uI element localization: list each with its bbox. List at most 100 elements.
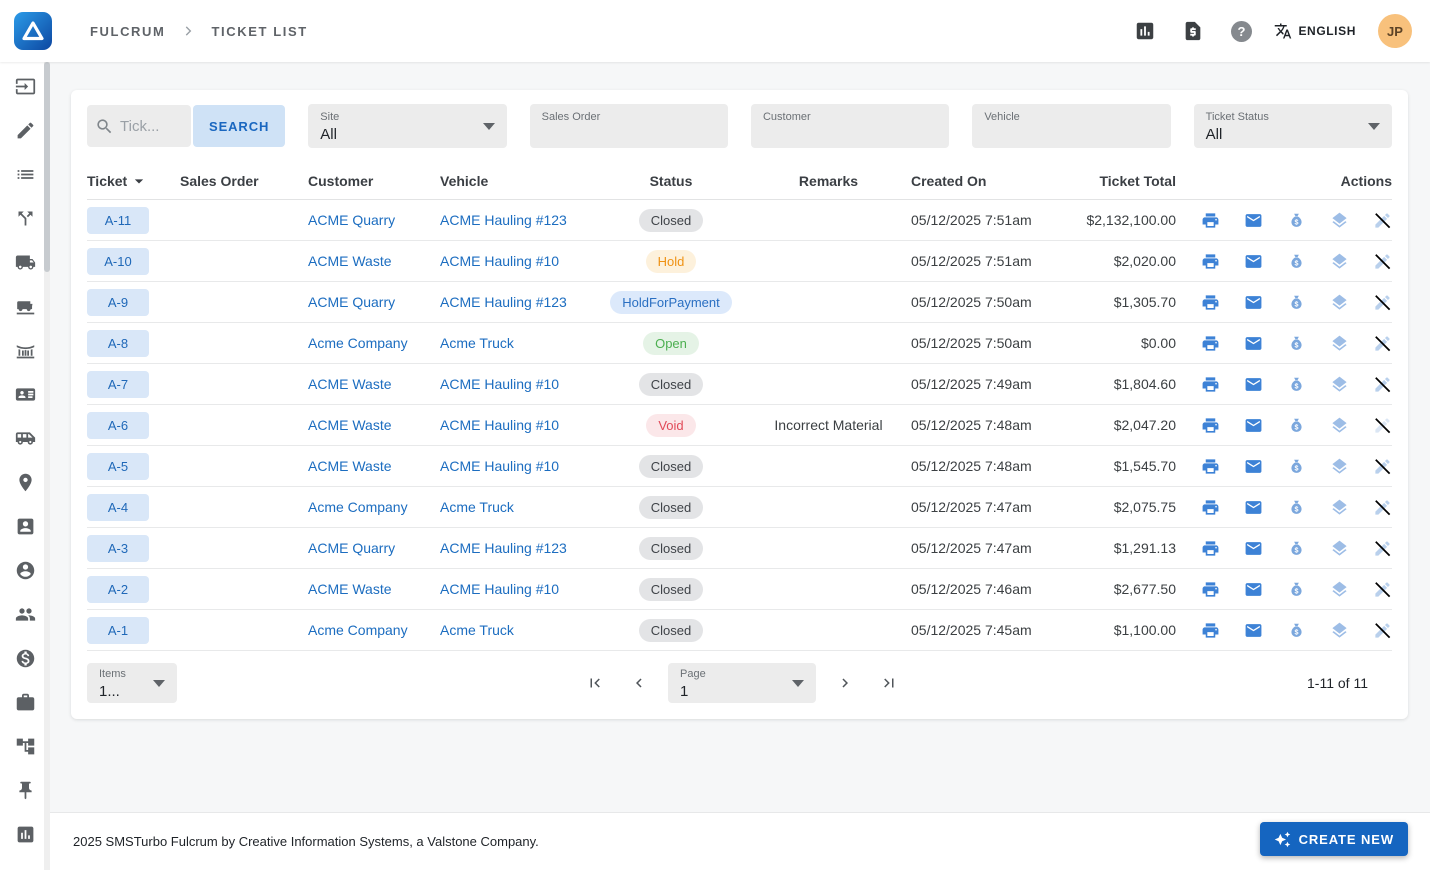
customer-link[interactable]: Acme Company [308,499,408,515]
sidebar-item-split-load[interactable] [3,196,47,240]
vehicle-link[interactable]: ACME Hauling #10 [440,581,560,597]
column-header-customer[interactable]: Customer [308,172,374,189]
void-ticket-button[interactable] [1372,374,1392,394]
sidebar-item-vehicles[interactable] [3,240,47,284]
customer-link[interactable]: ACME Waste [308,581,392,597]
app-logo[interactable] [14,12,52,50]
ticket-link[interactable]: A-1 [87,616,149,644]
sidebar-item-account[interactable] [3,548,47,592]
sidebar-item-reports[interactable] [3,812,47,856]
vehicle-link[interactable]: Acme Truck [440,335,514,351]
email-ticket-button[interactable] [1243,210,1263,230]
duplicate-ticket-button[interactable] [1329,456,1349,476]
breadcrumb-root[interactable]: FULCRUM [90,23,166,39]
email-ticket-button[interactable] [1243,620,1263,640]
customer-link[interactable]: Acme Company [308,622,408,638]
payment-button[interactable]: $ [1286,251,1306,271]
payment-button[interactable]: $ [1286,292,1306,312]
payment-button[interactable]: $ [1286,415,1306,435]
email-ticket-button[interactable] [1243,292,1263,312]
print-ticket-button[interactable] [1200,374,1220,394]
ticket-link[interactable]: A-6 [87,411,149,439]
void-ticket-button[interactable] [1372,415,1392,435]
sidebar-scrollbar[interactable] [44,62,50,870]
void-ticket-button[interactable] [1372,292,1392,312]
payment-button[interactable]: $ [1286,374,1306,394]
payment-button[interactable]: $ [1286,333,1306,353]
create-new-button[interactable]: CREATE NEW [1259,822,1408,856]
ticket-search-input[interactable]: Tick... [87,105,191,147]
ticket-link[interactable]: A-9 [87,288,149,316]
email-ticket-button[interactable] [1243,497,1263,517]
column-header-status[interactable]: Status [649,172,693,189]
customer-link[interactable]: ACME Waste [308,253,392,269]
column-header-remarks[interactable]: Remarks [798,172,859,189]
payment-button[interactable]: $ [1286,210,1306,230]
customer-link[interactable]: ACME Quarry [308,294,396,310]
vehicle-link[interactable]: ACME Hauling #123 [440,212,567,228]
duplicate-ticket-button[interactable] [1329,374,1349,394]
print-ticket-button[interactable] [1200,333,1220,353]
duplicate-ticket-button[interactable] [1329,415,1349,435]
ticket-link[interactable]: A-10 [87,247,149,275]
sidebar-item-weighbridge[interactable] [3,328,47,372]
void-ticket-button[interactable] [1372,333,1392,353]
print-ticket-button[interactable] [1200,538,1220,558]
email-ticket-button[interactable] [1243,333,1263,353]
ticket-link[interactable]: A-8 [87,329,149,357]
print-ticket-button[interactable] [1200,251,1220,271]
customer-filter-input[interactable]: Customer [750,104,950,148]
ticket-link[interactable]: A-2 [87,575,149,603]
payment-button[interactable]: $ [1286,579,1306,599]
language-button[interactable]: ENGLISH [1268,22,1362,40]
sidebar-item-drivers[interactable] [3,592,47,636]
duplicate-ticket-button[interactable] [1329,538,1349,558]
void-ticket-button[interactable] [1372,251,1392,271]
column-header-vehicle[interactable]: Vehicle [440,172,489,189]
payment-button[interactable]: $ [1286,620,1306,640]
customer-link[interactable]: ACME Waste [308,376,392,392]
cash-drawer-button[interactable] [1172,10,1214,52]
page-select[interactable]: Page 1 [668,663,816,703]
email-ticket-button[interactable] [1243,415,1263,435]
email-ticket-button[interactable] [1243,456,1263,476]
ticket-link[interactable]: A-4 [87,493,149,521]
vehicle-link[interactable]: ACME Hauling #123 [440,540,567,556]
vehicle-filter-input[interactable]: Vehicle [972,104,1171,148]
ticket-link[interactable]: A-5 [87,452,149,480]
vehicle-link[interactable]: Acme Truck [440,499,514,515]
customer-link[interactable]: ACME Waste [308,458,392,474]
customer-link[interactable]: Acme Company [308,335,408,351]
site-filter-select[interactable]: Site All [308,104,507,148]
sidebar-item-truck-scale[interactable] [3,284,47,328]
reports-button[interactable] [1124,10,1166,52]
payment-button[interactable]: $ [1286,456,1306,476]
sidebar-item-haulers[interactable] [3,416,47,460]
sidebar-item-ticket-entry[interactable] [3,64,47,108]
sidebar-item-edit-ticket[interactable] [3,108,47,152]
print-ticket-button[interactable] [1200,620,1220,640]
customer-link[interactable]: ACME Quarry [308,540,396,556]
payment-button[interactable]: $ [1286,538,1306,558]
duplicate-ticket-button[interactable] [1329,333,1349,353]
column-header-created-on[interactable]: Created On [911,172,987,189]
sidebar-item-locations[interactable] [3,768,47,812]
previous-page-button[interactable] [624,668,654,698]
column-header-ticket[interactable]: Ticket [87,171,180,191]
print-ticket-button[interactable] [1200,456,1220,476]
vehicle-link[interactable]: ACME Hauling #10 [440,376,560,392]
sales-order-filter-input[interactable]: Sales Order [529,104,728,148]
duplicate-ticket-button[interactable] [1329,620,1349,640]
first-page-button[interactable] [580,668,610,698]
sidebar-item-pricing[interactable] [3,636,47,680]
vehicle-link[interactable]: ACME Hauling #123 [440,294,567,310]
print-ticket-button[interactable] [1200,415,1220,435]
next-page-button[interactable] [830,668,860,698]
vehicle-link[interactable]: ACME Hauling #10 [440,417,560,433]
print-ticket-button[interactable] [1200,292,1220,312]
duplicate-ticket-button[interactable] [1329,251,1349,271]
void-ticket-button[interactable] [1372,538,1392,558]
vehicle-link[interactable]: ACME Hauling #10 [440,253,560,269]
print-ticket-button[interactable] [1200,497,1220,517]
column-header-sales-order[interactable]: Sales Order [180,172,259,189]
